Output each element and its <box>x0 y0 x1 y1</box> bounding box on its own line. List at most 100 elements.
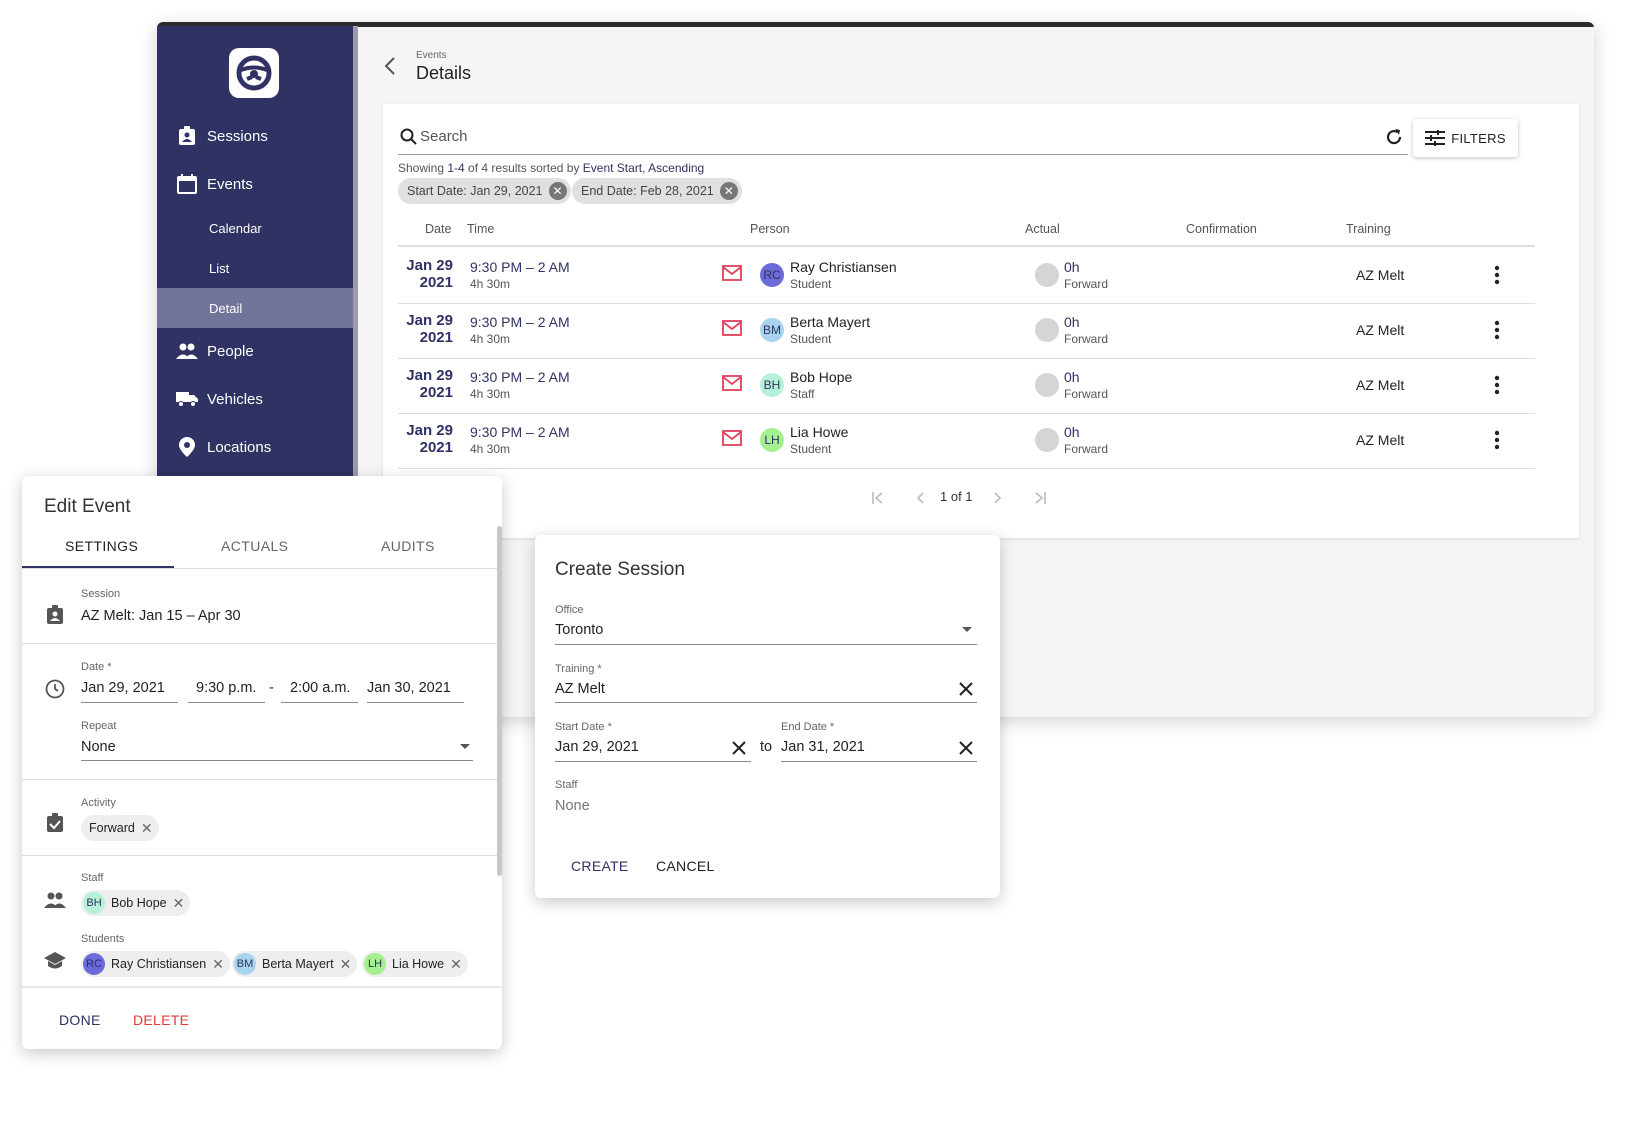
table-row[interactable]: Jan 29 2021 9:30 PM – 2 AM 4h 30m BH Bob Hope… <box>398 357 1535 414</box>
refresh-icon[interactable] <box>1384 127 1404 147</box>
person-name[interactable]: Ray Christiansen <box>790 259 897 275</box>
sidebar-item-sessions[interactable]: Sessions <box>157 116 353 156</box>
repeat-select[interactable]: None <box>81 739 116 755</box>
more-vert-icon[interactable] <box>1494 430 1500 450</box>
more-vert-icon[interactable] <box>1494 375 1500 395</box>
truck-icon <box>175 387 199 411</box>
table-row[interactable]: Jan 29 2021 9:30 PM – 2 AM 4h 30m LH Lia Howe… <box>398 412 1535 469</box>
event-duration: 4h 30m <box>470 387 511 401</box>
person-chip[interactable]: BM Berta Mayert ✕ <box>232 951 358 977</box>
office-select[interactable]: Toronto <box>555 622 604 638</box>
filters-label: FILTERS <box>1451 130 1506 146</box>
session-label: Session <box>81 588 121 600</box>
training-name: AZ Melt <box>1356 377 1405 393</box>
column-header-time[interactable]: Time <box>467 222 495 236</box>
more-vert-icon[interactable] <box>1494 320 1500 340</box>
next-page-icon[interactable] <box>991 491 1003 505</box>
person-chip[interactable]: RC Ray Christiansen ✕ <box>81 951 230 977</box>
filter-chip-start-date[interactable]: Start Date: Jan 29, 2021 ✕ <box>398 178 571 204</box>
create-button[interactable]: CREATE <box>571 858 629 874</box>
last-page-icon[interactable] <box>1033 491 1047 505</box>
dropdown-arrow-icon[interactable] <box>459 743 471 751</box>
mail-icon[interactable] <box>722 320 742 336</box>
end-time-field[interactable]: 2:00 a.m. <box>290 680 351 696</box>
more-vert-icon[interactable] <box>1494 265 1500 285</box>
tab-actuals[interactable]: ACTUALS <box>221 538 289 554</box>
staff-field[interactable]: None <box>555 798 590 814</box>
event-date-year: 2021 <box>419 439 453 456</box>
clear-icon[interactable] <box>732 741 746 755</box>
mail-icon[interactable] <box>722 375 742 391</box>
sidebar-item-calendar[interactable]: Calendar <box>157 208 353 248</box>
session-value[interactable]: AZ Melt: Jan 15 – Apr 30 <box>81 608 241 624</box>
table-row[interactable]: Jan 29 2021 9:30 PM – 2 AM 4h 30m RC Ray Chri… <box>398 247 1535 304</box>
sidebar-item-locations[interactable]: Locations <box>157 427 353 467</box>
chip-close-icon[interactable]: ✕ <box>140 819 153 836</box>
sort-field[interactable]: Event Start <box>582 161 643 175</box>
chip-label: Berta Mayert <box>262 957 334 971</box>
chip-label: Bob Hope <box>111 896 167 910</box>
column-header-confirmation[interactable]: Confirmation <box>1186 222 1257 236</box>
event-duration: 4h 30m <box>470 442 511 456</box>
column-header-date[interactable]: Date <box>425 222 452 236</box>
tab-settings[interactable]: SETTINGS <box>65 538 139 554</box>
chip-close-icon[interactable]: ✕ <box>339 955 352 972</box>
training-field[interactable]: AZ Melt <box>555 681 605 697</box>
person-role: Staff <box>790 387 815 401</box>
dropdown-arrow-icon[interactable] <box>961 626 973 634</box>
back-chevron-icon[interactable] <box>383 56 397 81</box>
cancel-button[interactable]: CANCEL <box>656 858 715 874</box>
done-button[interactable]: DONE <box>59 1012 101 1028</box>
chip-close-icon[interactable]: ✕ <box>719 182 738 200</box>
end-date-field[interactable]: Jan 30, 2021 <box>367 680 451 696</box>
prev-page-icon[interactable] <box>915 491 927 505</box>
person-name[interactable]: Bob Hope <box>790 369 853 385</box>
search-input[interactable]: Search <box>398 122 1408 155</box>
sidebar-item-detail[interactable]: Detail <box>157 288 353 328</box>
mail-icon[interactable] <box>722 430 742 446</box>
graduation-cap-icon <box>44 952 66 969</box>
person-name[interactable]: Lia Howe <box>790 424 849 440</box>
sidebar-item-list[interactable]: List <box>157 248 353 288</box>
first-page-icon[interactable] <box>871 491 885 505</box>
person-chip[interactable]: BH Bob Hope ✕ <box>81 890 191 916</box>
end-date-field[interactable]: Jan 31, 2021 <box>781 739 865 755</box>
chip-close-icon[interactable]: ✕ <box>172 894 185 911</box>
panel-scrollbar[interactable] <box>497 526 502 876</box>
clear-icon[interactable] <box>959 682 973 696</box>
tabs-divider <box>22 568 498 569</box>
chip-close-icon[interactable]: ✕ <box>548 182 567 200</box>
field-underline <box>367 702 464 703</box>
sidebar-item-vehicles[interactable]: Vehicles <box>157 379 353 419</box>
time-separator: - <box>269 680 274 696</box>
start-date-field[interactable]: Jan 29, 2021 <box>555 739 639 755</box>
start-date-field[interactable]: Jan 29, 2021 <box>81 680 165 696</box>
sidebar-item-events[interactable]: Events <box>157 164 353 204</box>
person-chip[interactable]: LH Lia Howe ✕ <box>362 951 468 977</box>
filters-button[interactable]: FILTERS <box>1413 119 1518 157</box>
sort-direction[interactable]: Ascending <box>648 161 705 175</box>
event-date-day: Jan 29 <box>406 422 453 439</box>
mail-icon[interactable] <box>722 265 742 281</box>
activity-chip[interactable]: Forward ✕ <box>81 815 159 841</box>
start-time-field[interactable]: 9:30 p.m. <box>196 680 257 696</box>
tab-audits[interactable]: AUDITS <box>381 538 435 554</box>
date-label: Date * <box>81 661 112 673</box>
person-name[interactable]: Berta Mayert <box>790 314 871 330</box>
filter-chip-end-date[interactable]: End Date: Feb 28, 2021 ✕ <box>572 178 742 204</box>
field-underline <box>188 702 265 703</box>
column-header-person[interactable]: Person <box>750 222 790 236</box>
column-header-actual[interactable]: Actual <box>1025 222 1060 236</box>
breadcrumb[interactable]: Events <box>416 50 447 61</box>
activity-type: Forward <box>1064 277 1109 291</box>
calendar-icon <box>175 172 199 196</box>
clear-icon[interactable] <box>959 741 973 755</box>
chip-close-icon[interactable]: ✕ <box>212 955 224 972</box>
sidebar-scrollbar[interactable] <box>353 26 358 717</box>
column-header-training[interactable]: Training <box>1346 222 1391 236</box>
app-logo[interactable] <box>229 48 279 98</box>
sidebar-item-people[interactable]: People <box>157 331 353 371</box>
delete-button[interactable]: DELETE <box>133 1012 190 1028</box>
table-row[interactable]: Jan 29 2021 9:30 PM – 2 AM 4h 30m BM Berta Ma… <box>398 302 1535 359</box>
chip-close-icon[interactable]: ✕ <box>450 955 462 972</box>
